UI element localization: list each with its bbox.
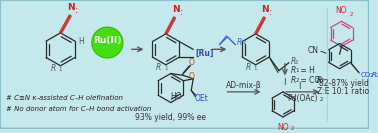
Text: R: R: [291, 76, 296, 85]
Text: O: O: [188, 72, 194, 81]
Text: O: O: [188, 58, 194, 67]
Text: 82-87% yield: 82-87% yield: [319, 79, 369, 88]
Text: 1: 1: [59, 66, 62, 72]
Text: 1: 1: [296, 68, 299, 74]
Text: N: N: [262, 5, 269, 14]
Text: I: I: [297, 82, 300, 91]
Text: 2: 2: [315, 78, 319, 83]
Text: NO: NO: [277, 123, 289, 132]
Text: R: R: [291, 66, 296, 75]
Text: R: R: [50, 64, 56, 73]
Text: I: I: [283, 78, 285, 87]
Text: 2: 2: [349, 12, 353, 17]
Text: Ru(II): Ru(II): [93, 36, 122, 45]
Text: 93% yield, 99% ee: 93% yield, 99% ee: [135, 113, 206, 122]
Text: H: H: [78, 37, 84, 46]
Text: # C≡N κ-assisted C–H olefination: # C≡N κ-assisted C–H olefination: [6, 95, 123, 101]
Text: 2: 2: [370, 73, 373, 78]
Text: Pd(OAc): Pd(OAc): [287, 94, 318, 103]
Text: R: R: [246, 63, 251, 72]
Text: 1: 1: [164, 66, 167, 71]
Text: N: N: [67, 3, 75, 12]
Text: 2: 2: [243, 40, 246, 45]
Text: = H: = H: [297, 66, 314, 75]
Text: :: :: [270, 7, 273, 17]
Text: CN: CN: [308, 46, 319, 55]
Text: 2: 2: [320, 97, 324, 101]
Text: # No donor atom for C–H bond activation: # No donor atom for C–H bond activation: [6, 106, 151, 112]
Text: = CO: = CO: [297, 76, 320, 85]
Text: R: R: [372, 72, 377, 78]
Text: OEt: OEt: [194, 94, 208, 103]
Text: :: :: [180, 7, 183, 17]
Text: R: R: [237, 38, 242, 47]
Circle shape: [92, 27, 123, 58]
Text: R: R: [317, 76, 322, 85]
Text: 1: 1: [254, 66, 257, 71]
Text: AD-mix-β: AD-mix-β: [226, 81, 262, 90]
Text: R: R: [291, 57, 296, 66]
Text: :: :: [75, 5, 78, 15]
Text: Z:E 10:1 ratio: Z:E 10:1 ratio: [318, 87, 370, 96]
Text: 2: 2: [294, 60, 298, 65]
Text: NO: NO: [336, 5, 347, 14]
Text: [Ru]: [Ru]: [195, 49, 214, 58]
FancyBboxPatch shape: [0, 0, 369, 129]
Text: CO: CO: [360, 72, 370, 78]
Text: 2: 2: [291, 126, 294, 131]
Text: R: R: [156, 63, 161, 72]
Text: 2: 2: [296, 78, 299, 83]
Text: 2: 2: [376, 73, 378, 78]
Text: N: N: [172, 5, 180, 14]
Text: HO: HO: [170, 92, 181, 101]
Text: 2: 2: [321, 78, 325, 83]
